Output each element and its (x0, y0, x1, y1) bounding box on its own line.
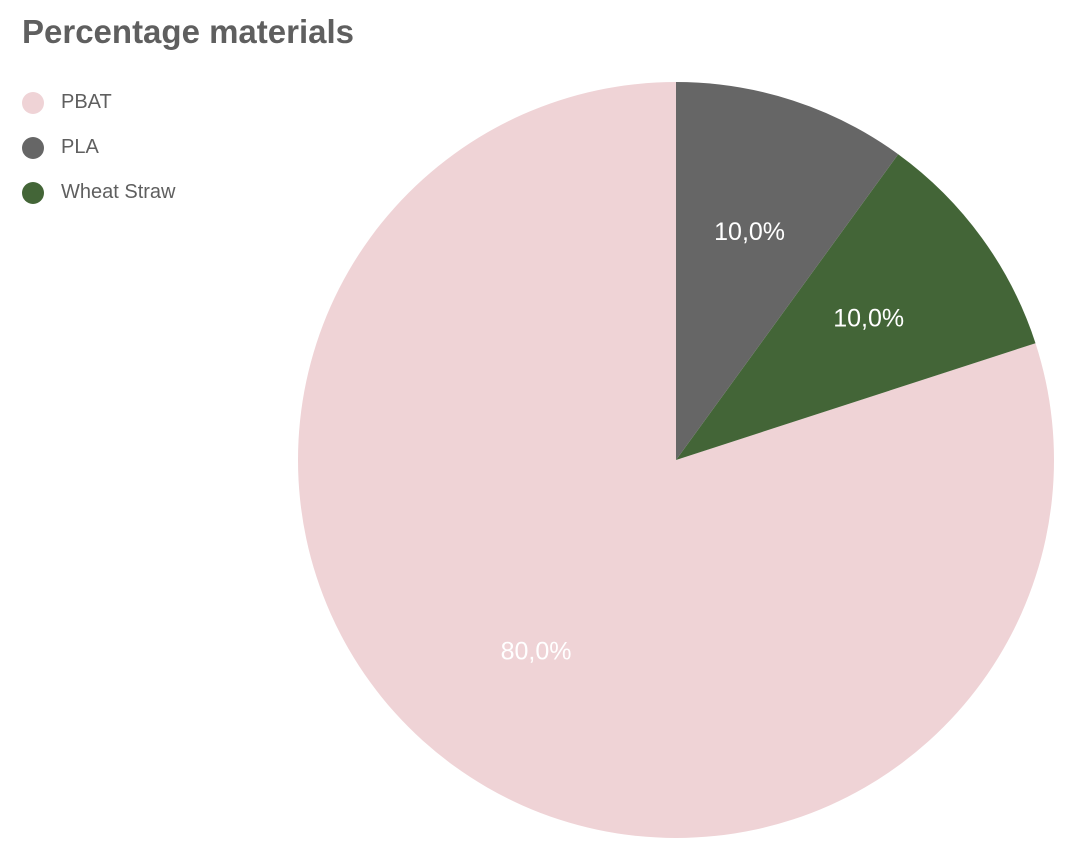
slice-label-pbat: 80,0% (501, 637, 572, 665)
slice-label-wheat-straw: 10,0% (833, 305, 904, 333)
legend-item-wheat-straw[interactable]: Wheat Straw (22, 170, 175, 215)
legend-label-pla: PLA (61, 136, 99, 158)
legend-label-pbat: PBAT (61, 91, 112, 113)
pie-slice-pbat[interactable] (298, 82, 1055, 838)
legend: PBAT PLA Wheat Straw (22, 80, 175, 215)
slice-label-pla: 10,0% (714, 218, 785, 246)
pie-slice-pla[interactable] (676, 82, 899, 460)
legend-swatch-wheat-straw (22, 181, 44, 204)
legend-item-pla[interactable]: PLA (22, 125, 175, 170)
chart-title: Percentage materials (22, 13, 355, 50)
legend-label-wheat-straw: Wheat Straw (61, 181, 176, 203)
legend-item-pbat[interactable]: PBAT (22, 80, 175, 125)
pie-slice-wheat-straw[interactable] (676, 154, 1036, 460)
legend-swatch-pbat (22, 91, 44, 114)
legend-swatch-pla (22, 136, 44, 159)
